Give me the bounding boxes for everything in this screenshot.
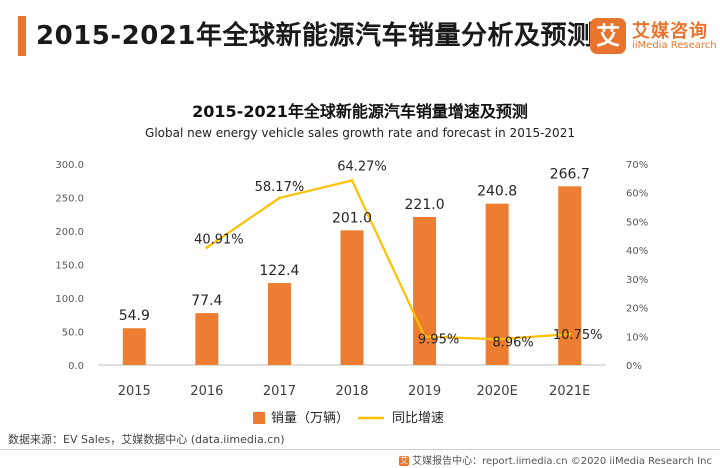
y-left-tick-label: 100.0: [55, 294, 84, 305]
bar-sales: [485, 203, 509, 365]
bar-sales: [267, 282, 291, 365]
y-left-tick-label: 150.0: [55, 261, 84, 272]
y-right-tick-label: 0%: [626, 361, 642, 372]
growth-rate-label: 64.27%: [337, 159, 387, 174]
bar-value-label: 240.8: [477, 184, 517, 200]
legend-line-label: 同比增速: [392, 411, 444, 426]
bar-sales: [122, 328, 146, 365]
growth-rate-point: [277, 196, 281, 200]
x-tick-label: 2016: [190, 384, 223, 399]
y-left-tick-label: 250.0: [55, 194, 84, 205]
growth-rate-label: 10.75%: [553, 328, 603, 343]
footer-report-center: 艾艾媒报告中心：report.iimedia.cn ©2020 iiMedia …: [399, 452, 712, 467]
footer-report-text: 艾媒报告中心：report.iimedia.cn ©2020 iiMedia R…: [412, 456, 712, 467]
bar-sales: [413, 216, 437, 365]
bar-value-label: 221.0: [405, 197, 445, 213]
footer-logo-icon: 艾: [399, 456, 410, 466]
data-source: 数据来源：EV Sales，艾媒数据中心 (data.iimedia.cn): [8, 433, 285, 446]
chart-title: 2015-2021年全球新能源汽车销量增速及预测: [192, 102, 528, 121]
bar-value-label: 201.0: [332, 210, 372, 226]
y-right-tick-label: 70%: [626, 160, 648, 171]
y-left-tick-label: 50.0: [62, 328, 84, 339]
growth-rate-point: [205, 246, 209, 250]
title-accent-bar: [18, 16, 26, 56]
chart-subtitle: Global new energy vehicle sales growth r…: [145, 126, 575, 140]
x-tick-label: 2017: [263, 384, 296, 399]
bar-sales: [195, 313, 219, 365]
x-tick-label: 2015: [118, 384, 151, 399]
bar-value-label: 54.9: [119, 308, 150, 324]
logo-name-en: iiMedia Research: [632, 40, 717, 51]
iimedia-logo: 艾 艾媒咨询 iiMedia Research: [590, 18, 717, 58]
logo-name-cn: 艾媒咨询: [632, 21, 708, 42]
legend-bar-swatch: [253, 412, 265, 424]
y-right-tick-label: 40%: [626, 246, 648, 257]
y-right-tick-label: 20%: [626, 304, 648, 315]
growth-rate-label: 9.95%: [418, 332, 459, 347]
y-left-tick-label: 0.0: [68, 361, 84, 372]
x-tick-label: 2021E: [549, 384, 590, 399]
growth-rate-point: [350, 178, 354, 182]
growth-rate-point: [568, 332, 572, 336]
legend-bar-label: 销量（万辆）: [271, 411, 349, 426]
x-tick-label: 2020E: [476, 384, 517, 399]
growth-rate-point: [495, 337, 499, 341]
x-tick-label: 2019: [408, 384, 441, 399]
y-right-tick-label: 30%: [626, 275, 648, 286]
y-right-tick-label: 60%: [626, 189, 648, 200]
page-title: 2015-2021年全球新能源汽车销量分析及预测: [36, 21, 594, 51]
growth-rate-label: 58.17%: [255, 180, 305, 195]
x-tick-label: 2018: [335, 384, 368, 399]
bar-sales: [558, 186, 582, 365]
y-left-tick-label: 300.0: [55, 160, 84, 171]
growth-rate-label: 40.91%: [194, 233, 244, 248]
growth-rate-line: [206, 179, 570, 341]
footer-divider: [0, 449, 720, 450]
growth-rate-point: [423, 334, 427, 338]
bar-value-label: 77.4: [191, 293, 222, 309]
bar-value-label: 266.7: [550, 166, 590, 182]
bar-sales: [340, 230, 364, 365]
y-right-tick-label: 50%: [626, 217, 648, 228]
logo-mark-icon: 艾: [590, 18, 626, 54]
bar-value-label: 122.4: [259, 263, 299, 279]
growth-rate-label: 8.96%: [492, 335, 533, 350]
y-right-tick-label: 10%: [626, 332, 648, 343]
y-left-tick-label: 200.0: [55, 227, 84, 238]
